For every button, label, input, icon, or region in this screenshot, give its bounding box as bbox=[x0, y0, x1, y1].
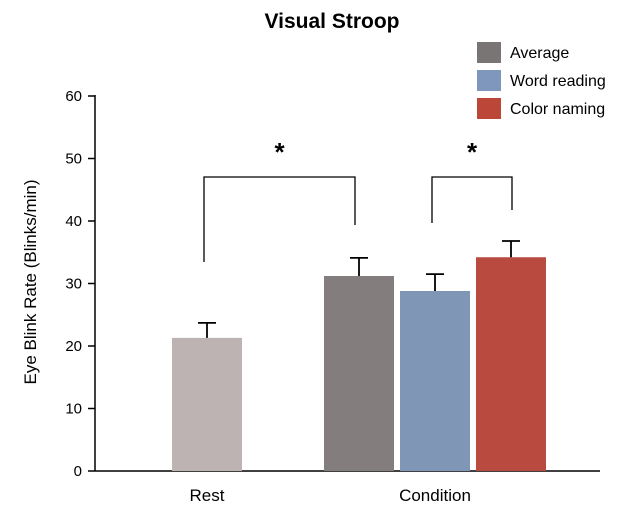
bar-color-naming bbox=[476, 257, 546, 471]
legend-swatch bbox=[477, 42, 501, 63]
legend-label: Average bbox=[510, 45, 569, 62]
legend: Average Word reading Color naming bbox=[477, 42, 606, 119]
y-tick-label: 60 bbox=[65, 88, 82, 105]
y-tick-label: 40 bbox=[65, 213, 82, 230]
significance-bracket bbox=[431, 176, 513, 223]
y-tick-label: 10 bbox=[65, 401, 82, 418]
category-label-condition: Condition bbox=[399, 486, 471, 505]
y-tick-label: 0 bbox=[74, 463, 82, 480]
bars bbox=[172, 240, 546, 471]
y-tick-label: 20 bbox=[65, 338, 82, 355]
significance-bracket bbox=[203, 176, 356, 262]
legend-swatch bbox=[477, 70, 501, 91]
significance-star: * bbox=[274, 137, 285, 167]
y-ticks: 0 10 20 30 40 50 60 bbox=[65, 88, 95, 480]
legend-label: Color naming bbox=[510, 101, 605, 118]
category-label-rest: Rest bbox=[190, 486, 225, 505]
y-tick-label: 50 bbox=[65, 151, 82, 168]
y-axis-label: Eye Blink Rate (Blinks/min) bbox=[21, 179, 40, 384]
bar-word-reading bbox=[400, 291, 470, 471]
legend-swatch bbox=[477, 98, 501, 119]
bar-rest bbox=[172, 337, 242, 471]
legend-label: Word reading bbox=[510, 73, 606, 90]
significance-brackets: * * bbox=[203, 137, 513, 262]
y-tick-label: 30 bbox=[65, 276, 82, 293]
significance-star: * bbox=[467, 137, 478, 167]
chart-title: Visual Stroop bbox=[265, 10, 400, 33]
bar-average bbox=[324, 276, 394, 471]
